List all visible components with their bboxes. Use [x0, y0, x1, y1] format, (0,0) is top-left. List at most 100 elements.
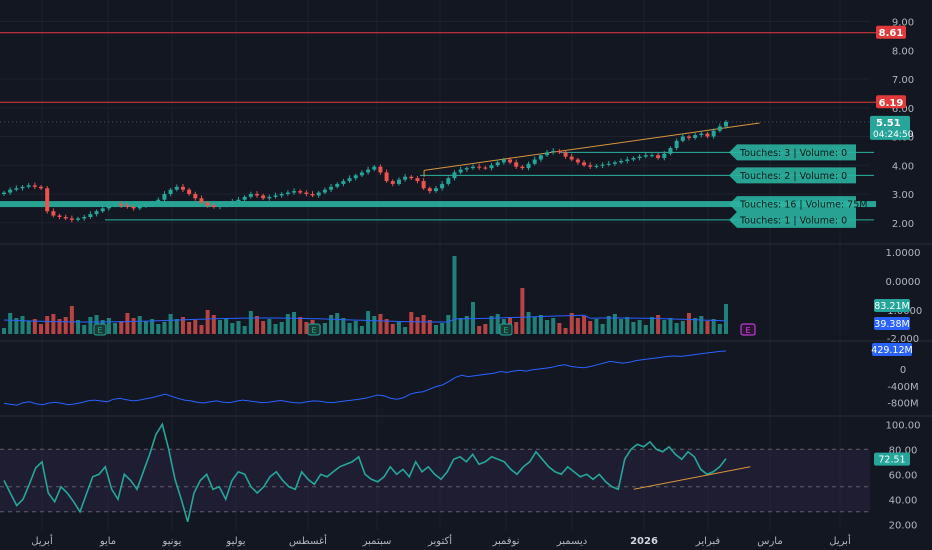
volume-bar[interactable]	[680, 321, 685, 334]
volume-bar[interactable]	[600, 324, 605, 334]
candle-body[interactable]	[14, 188, 19, 190]
volume-bar[interactable]	[409, 312, 414, 334]
candle-body[interactable]	[594, 165, 599, 167]
volume-bar[interactable]	[538, 315, 543, 334]
candle-body[interactable]	[600, 164, 605, 166]
support-zone-band[interactable]	[0, 201, 876, 208]
volume-bar[interactable]	[261, 321, 266, 334]
volume-bar[interactable]	[366, 311, 371, 334]
candle-body[interactable]	[649, 155, 654, 157]
candle-body[interactable]	[310, 194, 315, 196]
volume-bar[interactable]	[113, 323, 118, 334]
volume-bar[interactable]	[396, 322, 401, 334]
candle-body[interactable]	[458, 169, 463, 173]
candle-body[interactable]	[261, 195, 266, 199]
volume-bar[interactable]	[575, 318, 580, 334]
volume-bar[interactable]	[693, 318, 698, 334]
candle-body[interactable]	[452, 172, 457, 179]
volume-bar[interactable]	[168, 314, 173, 334]
candle-body[interactable]	[279, 194, 284, 196]
volume-bar[interactable]	[267, 319, 272, 334]
volume-bar[interactable]	[433, 325, 438, 334]
candle-body[interactable]	[285, 192, 290, 194]
volume-bar[interactable]	[532, 317, 537, 334]
rsi-trendline[interactable]	[633, 466, 751, 490]
candle-body[interactable]	[396, 179, 401, 184]
volume-bar[interactable]	[637, 320, 642, 334]
trendline[interactable]	[423, 122, 760, 171]
volume-bar[interactable]	[724, 304, 728, 334]
volume-bar[interactable]	[137, 316, 142, 334]
candle-body[interactable]	[32, 185, 37, 187]
candle-body[interactable]	[625, 159, 630, 161]
candle-body[interactable]	[150, 202, 155, 205]
volume-bar[interactable]	[452, 256, 457, 334]
volume-bar[interactable]	[26, 321, 31, 334]
candle-body[interactable]	[538, 155, 543, 160]
candle-body[interactable]	[187, 189, 192, 194]
candle-body[interactable]	[545, 152, 550, 156]
candle-body[interactable]	[501, 159, 506, 163]
candle-body[interactable]	[563, 152, 568, 157]
volume-bar[interactable]	[378, 314, 383, 334]
volume-bar[interactable]	[193, 320, 198, 334]
volume-bar[interactable]	[285, 314, 290, 334]
volume-bar[interactable]	[236, 321, 241, 334]
volume-bar[interactable]	[384, 319, 389, 334]
candle-body[interactable]	[45, 188, 50, 212]
volume-bar[interactable]	[563, 328, 568, 334]
volume-bar[interactable]	[557, 323, 562, 334]
rsi-line[interactable]	[3, 422, 727, 523]
candle-body[interactable]	[508, 159, 513, 163]
volume-bar[interactable]	[470, 302, 475, 334]
volume-bar[interactable]	[421, 315, 426, 334]
volume-bar[interactable]	[526, 312, 531, 334]
candle-body[interactable]	[686, 136, 691, 138]
volume-bar[interactable]	[341, 318, 346, 334]
support-label-tag[interactable]	[729, 211, 856, 228]
candle-body[interactable]	[440, 183, 445, 189]
volume-bar[interactable]	[440, 323, 445, 334]
volume-bar[interactable]	[205, 310, 210, 334]
volume-bar[interactable]	[57, 319, 62, 334]
candle-body[interactable]	[119, 204, 124, 206]
candle-body[interactable]	[304, 192, 309, 194]
candle-body[interactable]	[489, 165, 494, 169]
candle-body[interactable]	[193, 194, 198, 199]
volume-bar[interactable]	[211, 315, 216, 334]
volume-bar[interactable]	[131, 318, 136, 334]
candle-body[interactable]	[569, 156, 574, 160]
candle-body[interactable]	[674, 140, 679, 148]
volume-bar[interactable]	[292, 312, 297, 334]
candle-body[interactable]	[143, 204, 148, 206]
rsi-pane[interactable]	[0, 422, 870, 523]
volume-bar[interactable]	[51, 314, 56, 334]
candle-body[interactable]	[526, 163, 531, 169]
candle-body[interactable]	[156, 199, 161, 203]
volume-bar[interactable]	[2, 328, 6, 334]
volume-bar[interactable]	[156, 324, 161, 334]
volume-bar[interactable]	[199, 325, 204, 334]
volume-bar[interactable]	[242, 326, 247, 334]
volume-bar[interactable]	[390, 324, 395, 334]
candle-body[interactable]	[2, 192, 6, 194]
volume-bar[interactable]	[458, 318, 463, 334]
candle-body[interactable]	[199, 198, 204, 203]
volume-bar[interactable]	[656, 315, 661, 334]
volume-bar[interactable]	[403, 327, 408, 334]
volume-bar[interactable]	[520, 288, 525, 334]
volume-bar[interactable]	[304, 322, 309, 334]
volume-bar[interactable]	[711, 319, 716, 334]
candle-body[interactable]	[236, 199, 241, 202]
candle-body[interactable]	[637, 156, 642, 159]
volume-bar[interactable]	[477, 326, 482, 334]
candle-body[interactable]	[162, 194, 167, 200]
volume-bar[interactable]	[705, 321, 710, 334]
volume-bar[interactable]	[14, 318, 19, 334]
candle-body[interactable]	[230, 201, 235, 203]
volume-bar[interactable]	[674, 323, 679, 334]
candle-body[interactable]	[366, 169, 371, 173]
candle-body[interactable]	[8, 189, 13, 193]
volume-bar[interactable]	[248, 311, 253, 334]
candle-body[interactable]	[168, 189, 173, 194]
